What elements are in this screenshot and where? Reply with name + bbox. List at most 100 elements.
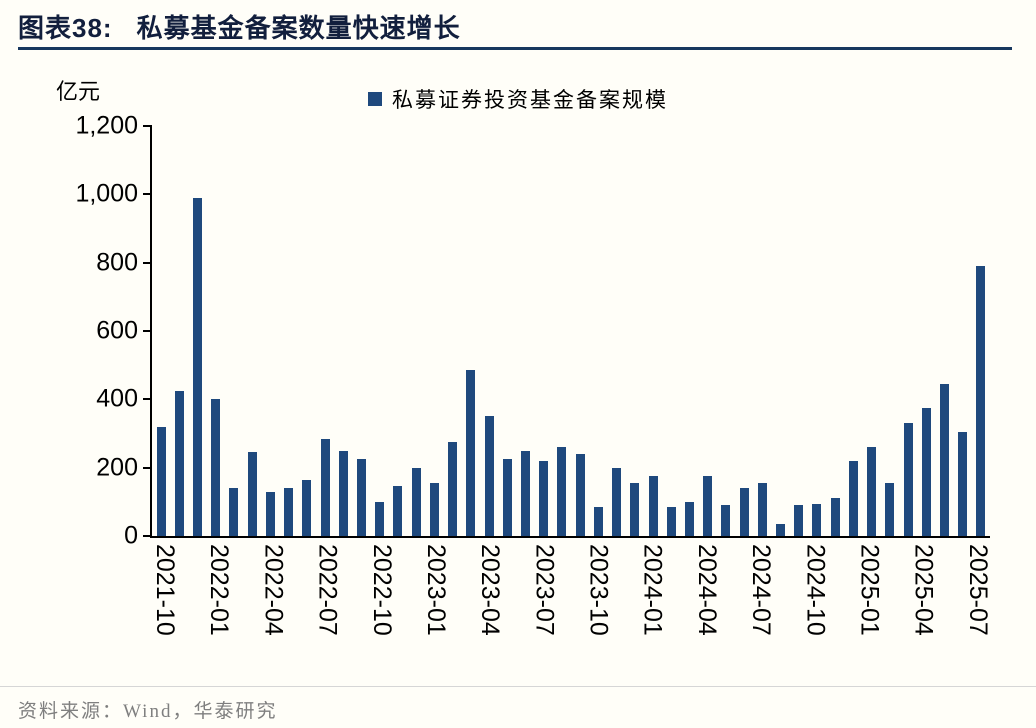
- bar-slot: [735, 126, 753, 536]
- x-slot: 2024-04: [692, 544, 721, 636]
- bar-2025-06: [958, 431, 968, 536]
- x-slot: 2024-07: [747, 544, 775, 636]
- x-slot: 2023-04: [476, 544, 505, 636]
- bar-slot: [607, 126, 625, 536]
- x-axis-tick-label: 2023-04: [476, 544, 505, 636]
- x-slot: [881, 544, 896, 636]
- bar-2024-07: [757, 483, 767, 536]
- bar-2023-07: [539, 460, 549, 536]
- bar-2021-11: [174, 390, 184, 536]
- x-axis-tick-label: 2022-10: [367, 544, 396, 636]
- bar-2025-02: [885, 483, 895, 536]
- bar-slot: [589, 126, 607, 536]
- x-slot: [827, 544, 842, 636]
- y-axis-tick-mark: [143, 125, 152, 127]
- x-slot: [950, 544, 965, 636]
- figure-name: 私募基金备案数量快速增长: [136, 13, 461, 43]
- bar-slot: [808, 126, 826, 536]
- bar-2023-02: [448, 442, 458, 536]
- bar-slot: [371, 126, 389, 536]
- bar-slot: [425, 126, 443, 536]
- bar-2023-01: [429, 483, 439, 536]
- bar-slot: [753, 126, 771, 536]
- x-slot: 2021-10: [151, 544, 179, 636]
- bar-2023-03: [466, 370, 476, 536]
- bar-2025-03: [903, 423, 913, 536]
- bar-slot: [334, 126, 352, 536]
- bar-2022-12: [411, 467, 421, 536]
- x-slot: [625, 544, 640, 636]
- x-axis-tick-label: 2022-04: [259, 544, 288, 636]
- bar-slot: [480, 126, 498, 536]
- bar-slot: [844, 126, 862, 536]
- bar-slot: [935, 126, 953, 536]
- x-axis-tick-label: 2025-01: [855, 544, 884, 636]
- x-axis-tick-label: 2023-07: [530, 544, 559, 636]
- y-axis-tick-label: 200: [96, 453, 138, 482]
- y-axis-unit-label: 亿元: [56, 79, 101, 104]
- bar-2022-01: [211, 399, 221, 536]
- bar-slot: [863, 126, 881, 536]
- x-slot: [408, 544, 423, 636]
- x-slot: [936, 544, 951, 636]
- x-axis-tick-label: 2025-04: [909, 544, 938, 636]
- plot-area: 2021-10 2022-01 2022-04 2022-07 2022-10 2023-…: [75, 112, 991, 636]
- footer-divider: [0, 686, 1036, 687]
- y-axis-tick-label: 800: [96, 248, 138, 277]
- y-axis-tick-label: 400: [96, 384, 138, 413]
- bar-slot: [954, 126, 972, 536]
- x-slot: 2024-10: [801, 544, 830, 636]
- bar-slot: [170, 126, 188, 536]
- bar-2023-09: [575, 454, 585, 536]
- bar-slot: [699, 126, 717, 536]
- x-slot: 2025-07: [964, 544, 992, 636]
- x-axis-tick-label: 2024-04: [692, 544, 721, 636]
- bar-slot: [444, 126, 462, 536]
- bar-slot: [316, 126, 334, 536]
- bar-2024-06: [739, 488, 749, 536]
- figure-number: 图表38:: [18, 13, 113, 43]
- x-slot: 2022-10: [367, 544, 396, 636]
- x-axis-tick-label: 2023-10: [584, 544, 613, 636]
- x-slot: [448, 544, 463, 636]
- x-axis-tick-label: 2021-10: [151, 544, 179, 636]
- bar-2022-02: [229, 488, 239, 536]
- bar-2024-03: [684, 501, 694, 536]
- x-slot: 2025-04: [909, 544, 938, 636]
- x-slot: 2023-01: [422, 544, 450, 636]
- legend-swatch: [368, 92, 382, 106]
- bar-slot: [188, 126, 206, 536]
- x-slot: [246, 544, 261, 636]
- bar-slot: [298, 126, 316, 536]
- bar-2024-02: [666, 506, 676, 536]
- bar-2021-10: [156, 426, 166, 536]
- bars-container: [152, 126, 990, 536]
- x-slot: 2022-01: [205, 544, 233, 636]
- x-slot: 2022-07: [314, 544, 342, 636]
- bar-slot: [790, 126, 808, 536]
- bar-slot: [207, 126, 225, 536]
- bar-2022-04: [265, 491, 275, 536]
- bar-2023-10: [593, 506, 603, 536]
- x-axis-labels: 2021-10 2022-01 2022-04 2022-07 2022-10 2023-…: [151, 536, 992, 636]
- x-axis-tick-label: 2024-10: [801, 544, 830, 636]
- bar-slot: [261, 126, 279, 536]
- title-divider: [18, 47, 1012, 50]
- y-axis-tick-label: 0: [124, 521, 138, 550]
- x-slot: 2022-04: [259, 544, 288, 636]
- bar-slot: [280, 126, 298, 536]
- bar-2025-04: [921, 407, 931, 536]
- bar-2021-12: [193, 197, 203, 536]
- y-axis-tick-label: 600: [96, 316, 138, 345]
- bar-slot: [917, 126, 935, 536]
- x-slot: [719, 544, 734, 636]
- bar-2024-08: [776, 524, 786, 536]
- bar-slot: [407, 126, 425, 536]
- bar-slot: [498, 126, 516, 536]
- x-slot: 2025-01: [855, 544, 884, 636]
- bar-slot: [680, 126, 698, 536]
- x-axis-tick-label: 2024-01: [638, 544, 667, 636]
- x-slot: 2023-07: [530, 544, 559, 636]
- bar-slot: [899, 126, 917, 536]
